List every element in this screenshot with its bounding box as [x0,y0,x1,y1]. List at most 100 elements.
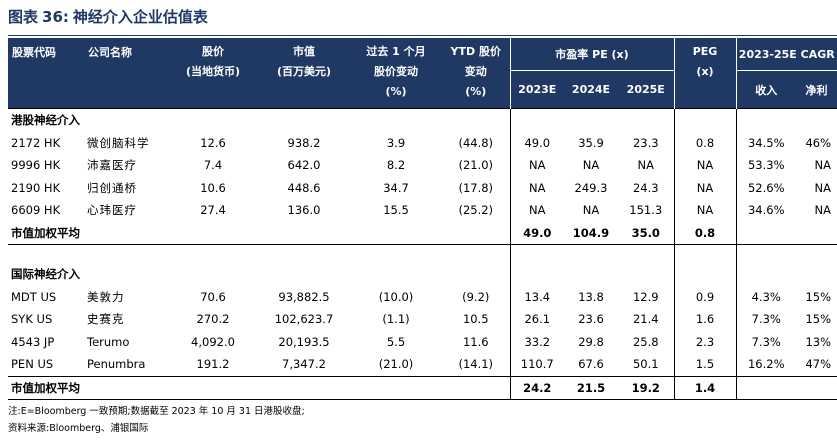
cell-pe-2023: NA [509,154,564,177]
cell-price: 270.2 [196,312,230,327]
section-title: 国际神经介入 [11,267,80,282]
header-pe-2024: 2024E [564,70,618,109]
cell-cagr-revenue: 7.3% [751,334,781,349]
cell-pe-2024: 13.8 [578,289,604,304]
cell-pe-2025: 21.4 [618,308,675,331]
cell-peg: 0.8 [674,131,737,154]
valuation-table: 股票代码 公司名称 股价 (当地货币) 市值 (百万美元) 过去 1 个月 股价变动(… [8,38,837,400]
cell-ytd-change: 11.6 [462,334,489,349]
header-cagr-group: 2023-25E CAGR [736,38,837,71]
cell-company: 沛嘉医疗 [87,158,137,173]
cell-market-cap: 20,193.5 [278,334,330,349]
header-company: 公司名称 [84,38,168,109]
cell-1m-change: 15.5 [383,203,409,218]
cell-pe-2024: 29.8 [578,334,604,349]
avg-pe-2023: 49.0 [509,221,564,245]
cell-peg: 2.3 [674,330,737,353]
cell-cagr-net-profit: 46% [805,135,832,150]
cell-1m-change: (21.0) [378,357,414,372]
cell-company: 微创脑科学 [87,135,150,150]
cell-peg: NA [674,176,737,199]
caption-prefix: 图表 [8,8,39,26]
cell-pe-2025: 12.9 [618,285,675,308]
avg-pe-2025: 19.2 [618,376,675,400]
cell-ytd-change: (25.2) [458,203,494,218]
avg-pe-2024: 104.9 [564,221,618,245]
table-row: 2172 HK 微创脑科学 12.6 938.2 3.9 (44.8) 49.0… [8,131,837,154]
cell-1m-change: (10.0) [378,289,414,304]
cell-1m-change: 34.7 [383,180,409,195]
table-row: MDT US 美敦力 70.6 93,882.5 (10.0) (9.2) 13… [8,285,837,308]
header-pe-2023: 2023E [510,70,564,109]
cell-market-cap: 93,882.5 [278,289,330,304]
cell-market-cap: 102,623.7 [274,312,334,327]
section-title: 港股神经介入 [8,108,510,132]
cell-pe-2024: 35.9 [578,135,604,150]
cell-market-cap: 642.0 [287,158,321,173]
cell-cagr-net-profit: 13% [805,334,832,349]
cell-cagr-revenue: 4.3% [751,289,781,304]
cell-ticker: 2172 HK [11,135,61,150]
cell-company: 归创通桥 [87,180,137,195]
header-1m-change: 过去 1 个月 股价变动 (%) [350,38,442,109]
cell-pe-2024: 67.6 [578,357,604,372]
cell-ytd-change: (9.2) [462,289,490,304]
avg-label: 市值加权平均 [8,376,510,400]
cell-pe-2023: NA [509,199,564,222]
weighted-average-row: 市值加权平均 49.0 104.9 35.0 0.8 [8,221,837,245]
avg-peg: 1.4 [674,376,737,400]
cell-ticker: 6609 HK [11,203,61,218]
header-pe-group: 市盈率 PE (x) [510,38,675,71]
cell-ticker: 9996 HK [11,158,61,173]
header-ticker: 股票代码 [8,38,84,109]
cell-price: 4,092.0 [191,334,235,349]
cell-cagr-revenue: 16.2% [747,357,785,372]
table-header: 股票代码 公司名称 股价 (当地货币) 市值 (百万美元) 过去 1 个月 股价变动(… [8,38,837,109]
cell-ticker: MDT US [11,289,57,304]
spacer-row [8,244,837,263]
cell-1m-change: 3.9 [386,135,406,150]
cell-ytd-change: (17.8) [458,180,494,195]
cell-peg: 1.6 [674,308,737,331]
caption-number: 36: [42,8,69,26]
cell-pe-2023: 110.7 [509,353,564,376]
section-intl: 国际神经介入 [8,263,837,286]
cell-cagr-net-profit: 15% [805,289,832,304]
cell-cagr-revenue: 34.6% [747,203,785,218]
avg-label: 市值加权平均 [8,221,510,245]
cell-pe-2023: NA [509,176,564,199]
cell-pe-2024: NA [582,158,600,173]
cell-company: 美敦力 [87,289,125,304]
cell-ticker: 2190 HK [11,180,61,195]
table-row: SYK US 史赛克 270.2 102,623.7 (1.1) 10.5 26… [8,308,837,331]
cell-company: Terumo [87,334,130,349]
cell-cagr-net-profit: 15% [805,312,832,327]
cell-cagr-revenue: 7.3% [751,312,781,327]
figure-caption: 图表 36: 神经介入企业估值表 [8,4,208,30]
cell-market-cap: 136.0 [287,203,321,218]
cell-pe-2024: 249.3 [574,180,608,195]
cell-pe-2023: 33.2 [509,330,564,353]
cell-company: 心玮医疗 [87,203,137,218]
cell-cagr-net-profit: NA [814,158,832,173]
header-price: 股价 (当地货币) [168,38,258,109]
cell-price: 191.2 [196,357,230,372]
avg-pe-2025: 35.0 [618,221,675,245]
cell-cagr-revenue: 53.3% [747,158,785,173]
cell-cagr-net-profit: 47% [805,357,832,372]
header-cagr-net-profit: 净利 [796,70,837,109]
table-row: 9996 HK 沛嘉医疗 7.4 642.0 8.2 (21.0) NA NA … [8,154,837,177]
header-cagr-revenue: 收入 [736,70,796,109]
note-text: 注:E=Bloomberg 一致预期;数据截至 2023 年 10 月 31 日… [8,406,305,417]
cell-ytd-change: 10.5 [462,312,489,327]
avg-pe-2023: 24.2 [509,376,564,400]
table-notes: 注:E=Bloomberg 一致预期;数据截至 2023 年 10 月 31 日… [8,403,305,437]
cell-pe-2025: 151.3 [618,199,675,222]
cell-peg: NA [674,154,737,177]
cell-market-cap: 448.6 [287,180,321,195]
cell-peg: 1.5 [674,353,737,376]
cell-cagr-revenue: 34.5% [747,135,785,150]
cell-price: 7.4 [203,158,223,173]
cell-cagr-revenue: 52.6% [747,180,785,195]
cell-ticker: SYK US [11,312,53,327]
